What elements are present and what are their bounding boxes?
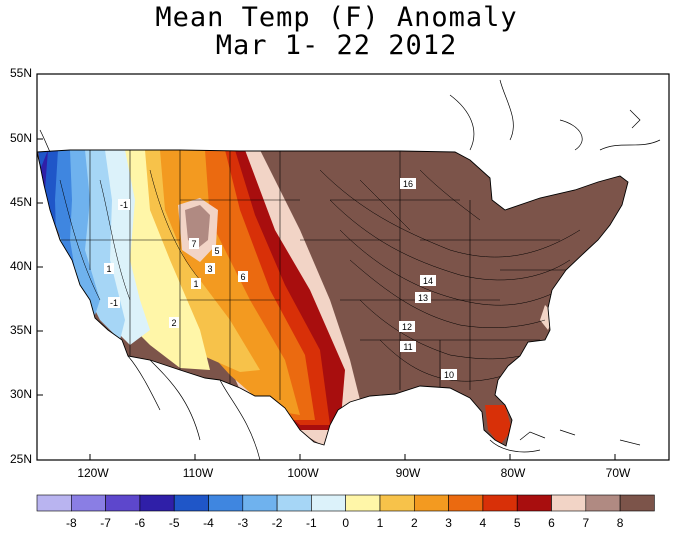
lat-label-35n: 35N [9,323,32,337]
colorbar-swatch [36,494,72,512]
svg-text:14: 14 [423,276,433,286]
svg-text:2: 2 [171,318,176,328]
contour-label: 1 [191,278,201,289]
svg-text:1: 1 [193,279,198,289]
svg-text:3: 3 [207,264,212,274]
colorbar-swatch [71,494,106,512]
lon-label-80w: 80W [500,466,526,480]
svg-text:-1: -1 [110,298,118,308]
contour-label: 11 [400,341,416,352]
axis-ticks [37,73,616,460]
svg-text:6: 6 [240,272,245,282]
lat-label-45n: 45N [9,195,32,209]
lat-label-25n: 25N [9,452,32,466]
colorbar-tick-label: -2 [271,516,283,530]
coastlines [36,79,661,461]
colorbar-swatch [173,494,209,512]
colorbar-swatch [551,494,587,512]
contour-label: 16 [400,178,416,189]
colorbar-tick-label: -8 [65,516,77,530]
colorbar-tick-label: 4 [479,516,487,530]
colorbar-swatch [208,494,244,512]
contour-label: 12 [399,321,415,332]
lon-label-90w: 90W [395,466,421,480]
svg-text:12: 12 [402,322,412,332]
colorbar-tick-label: 7 [582,516,590,530]
colorbar-tick-label: 3 [445,516,452,530]
colorbar-tick-label: -7 [100,516,111,530]
svg-text:13: 13 [418,293,428,303]
colorbar-swatch [105,494,141,512]
contour-label: 1 [104,263,114,274]
colorbar-swatch [585,494,621,512]
colorbar-swatch [482,494,518,512]
colorbar-tick-label: -1 [306,516,317,530]
colorbar-swatch [139,494,175,512]
colorbar-swatch [619,494,655,512]
colorbar-swatch [276,494,312,512]
contour-label: 6 [238,271,248,282]
contour-label: 7 [189,238,199,249]
colorbar [36,494,655,512]
lon-label-70w: 70W [605,466,631,480]
svg-text:5: 5 [214,246,219,256]
contour-label: 10 [441,369,457,380]
svg-text:7: 7 [191,239,196,249]
colorbar-tick-label: 8 [616,516,624,530]
lat-label-55n: 55N [9,66,32,80]
svg-text:1: 1 [106,264,111,274]
contour-label: 3 [205,263,215,274]
colorbar-tick-label: -5 [168,516,180,530]
colorbar-tick-label: 5 [513,516,521,530]
contour-value-labels: -1 -1 1 2 3 5 6 7 1 14 13 12 11 10 16 [104,178,457,380]
lat-label-40n: 40N [9,259,32,273]
map-title: Mean Temp (F) Anomaly [155,2,518,33]
colorbar-swatch [448,494,484,512]
colorbar-swatch [413,494,449,512]
anomaly-blob-florida [485,405,512,445]
colorbar-swatch [379,494,415,512]
contour-label: -1 [118,199,130,210]
colorbar-swatch [311,494,346,512]
colorbar-tick-label: -4 [203,516,214,530]
svg-text:-1: -1 [120,200,128,210]
colorbar-swatch [242,494,278,512]
colorbar-tick-label: -6 [134,516,146,530]
colorbar-tick-label: 0 [342,516,350,530]
contour-label: 13 [415,292,431,303]
contour-label: -1 [108,297,120,308]
anomaly-blob-wyoming-inner [185,205,210,248]
svg-text:11: 11 [403,342,412,352]
colorbar-tick-label: 2 [410,516,418,530]
contour-label: 14 [420,275,436,286]
lat-label-50n: 50N [9,131,32,145]
lon-label-120w: 120W [77,466,109,480]
colorbar-tick-label: -3 [237,516,249,530]
lat-label-30n: 30N [9,387,32,401]
lon-label-100w: 100W [287,466,319,480]
anomaly-band-minus6-minus5 [40,150,48,190]
colorbar-tick-label: 6 [548,516,555,530]
contour-label: 5 [212,245,222,256]
map-date-range: Mar 1- 22 2012 [215,30,458,61]
svg-text:16: 16 [403,179,413,189]
lon-label-110w: 110W [182,466,214,480]
colorbar-swatch [345,494,381,512]
contour-lines [59,169,581,382]
contour-label: 2 [169,317,179,328]
colorbar-swatch [516,494,552,512]
svg-text:10: 10 [444,370,454,380]
colorbar-tick-label: 1 [376,516,384,530]
